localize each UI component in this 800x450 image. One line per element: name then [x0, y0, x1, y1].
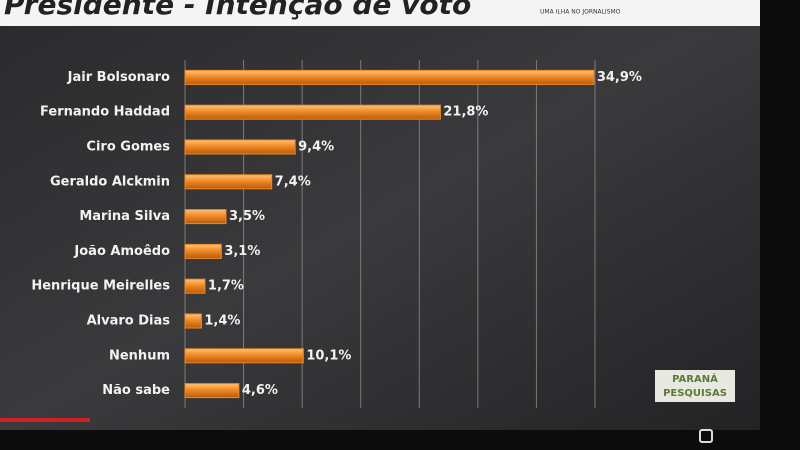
- bar: [184, 104, 441, 120]
- value-label: 9,4%: [298, 140, 334, 155]
- bar: [184, 278, 206, 294]
- category-label: Alvaro Dias: [87, 314, 171, 329]
- category-label: Geraldo Alckmin: [50, 174, 170, 189]
- bar: [184, 174, 273, 190]
- category-label: Jair Bolsonaro: [67, 70, 170, 85]
- category-label: Não sabe: [102, 383, 170, 398]
- bar: [184, 209, 227, 225]
- value-label: 3,1%: [224, 244, 260, 259]
- bar: [184, 348, 304, 364]
- value-label: 10,1%: [306, 348, 351, 363]
- home-button[interactable]: [699, 429, 713, 443]
- category-label: Nenhum: [109, 348, 170, 363]
- category-label: Henrique Meirelles: [31, 279, 170, 294]
- bar: [184, 313, 202, 329]
- value-label: 7,4%: [275, 174, 311, 189]
- value-label: 34,9%: [597, 70, 642, 85]
- bar: [184, 69, 595, 85]
- progress-bar: [0, 418, 90, 422]
- title: Presidente - Intenção de voto: [4, 0, 471, 21]
- category-label: João Amoêdo: [73, 244, 170, 259]
- bar: [184, 139, 296, 155]
- value-label: 21,8%: [443, 105, 488, 120]
- header-bar: [0, 0, 760, 26]
- value-label: 4,6%: [242, 383, 278, 398]
- category-label: Fernando Haddad: [40, 105, 170, 120]
- value-label: 1,4%: [204, 314, 240, 329]
- bar: [184, 243, 222, 259]
- source-logo-box: [655, 370, 735, 402]
- category-label: Ciro Gomes: [86, 140, 170, 155]
- category-label: Marina Silva: [79, 209, 170, 224]
- brand-tagline: UMA ILHA NO JORNALISMO: [540, 9, 621, 16]
- source-logo: PESQUISAS: [663, 388, 727, 399]
- value-label: 1,7%: [208, 279, 244, 294]
- value-label: 3,5%: [229, 209, 265, 224]
- source-logo: PARANÁ: [672, 372, 718, 385]
- bar: [184, 383, 240, 399]
